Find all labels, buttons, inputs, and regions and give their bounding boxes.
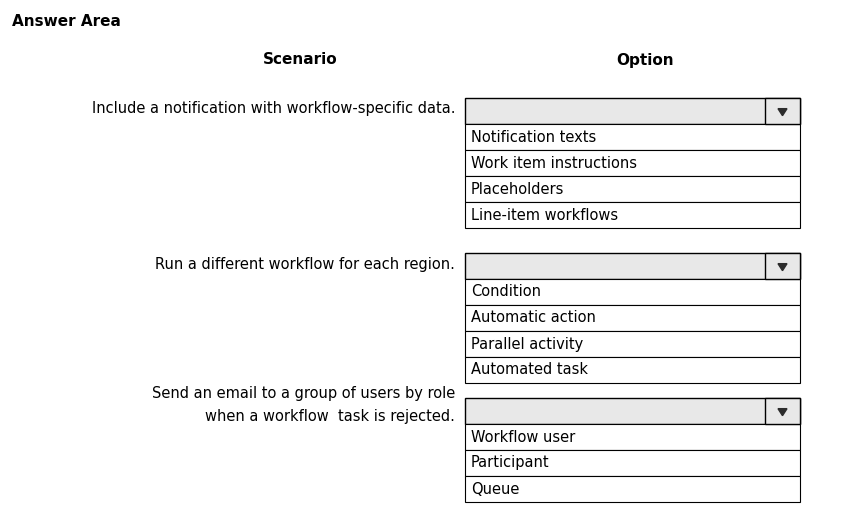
Text: Condition: Condition [471, 285, 541, 300]
Bar [465, 202, 800, 228]
Text: Line-item workflows: Line-item workflows [471, 207, 618, 223]
Bar [765, 398, 800, 424]
Text: Run a different workflow for each region.: Run a different workflow for each region… [155, 256, 455, 271]
Text: Option: Option [616, 52, 674, 68]
Text: Scenario: Scenario [262, 52, 338, 68]
Text: Answer Area: Answer Area [12, 14, 121, 29]
Text: Send an email to a group of users by role
when a workflow  task is rejected.: Send an email to a group of users by rol… [151, 386, 455, 424]
Polygon shape [778, 109, 787, 115]
Text: Automatic action: Automatic action [471, 310, 596, 326]
Bar [465, 305, 800, 331]
Bar [465, 279, 800, 305]
Bar [465, 331, 800, 357]
Bar [465, 150, 800, 176]
Text: Parallel activity: Parallel activity [471, 337, 583, 351]
Bar [465, 98, 800, 124]
Bar [465, 357, 800, 383]
Bar [765, 98, 800, 124]
Bar [465, 176, 800, 202]
Text: Workflow user: Workflow user [471, 429, 575, 444]
Bar [465, 450, 800, 476]
Text: Work item instructions: Work item instructions [471, 155, 637, 170]
Text: Participant: Participant [471, 456, 550, 470]
Bar [465, 124, 800, 150]
Bar [465, 253, 800, 279]
Text: Placeholders: Placeholders [471, 182, 564, 196]
Text: Queue: Queue [471, 482, 519, 497]
Text: Automated task: Automated task [471, 363, 588, 378]
Bar [465, 476, 800, 502]
Bar [465, 424, 800, 450]
Polygon shape [778, 409, 787, 416]
Polygon shape [778, 264, 787, 271]
Text: Include a notification with workflow-specific data.: Include a notification with workflow-spe… [91, 102, 455, 116]
Bar [465, 398, 800, 424]
Text: Notification texts: Notification texts [471, 129, 596, 145]
Bar [765, 253, 800, 279]
